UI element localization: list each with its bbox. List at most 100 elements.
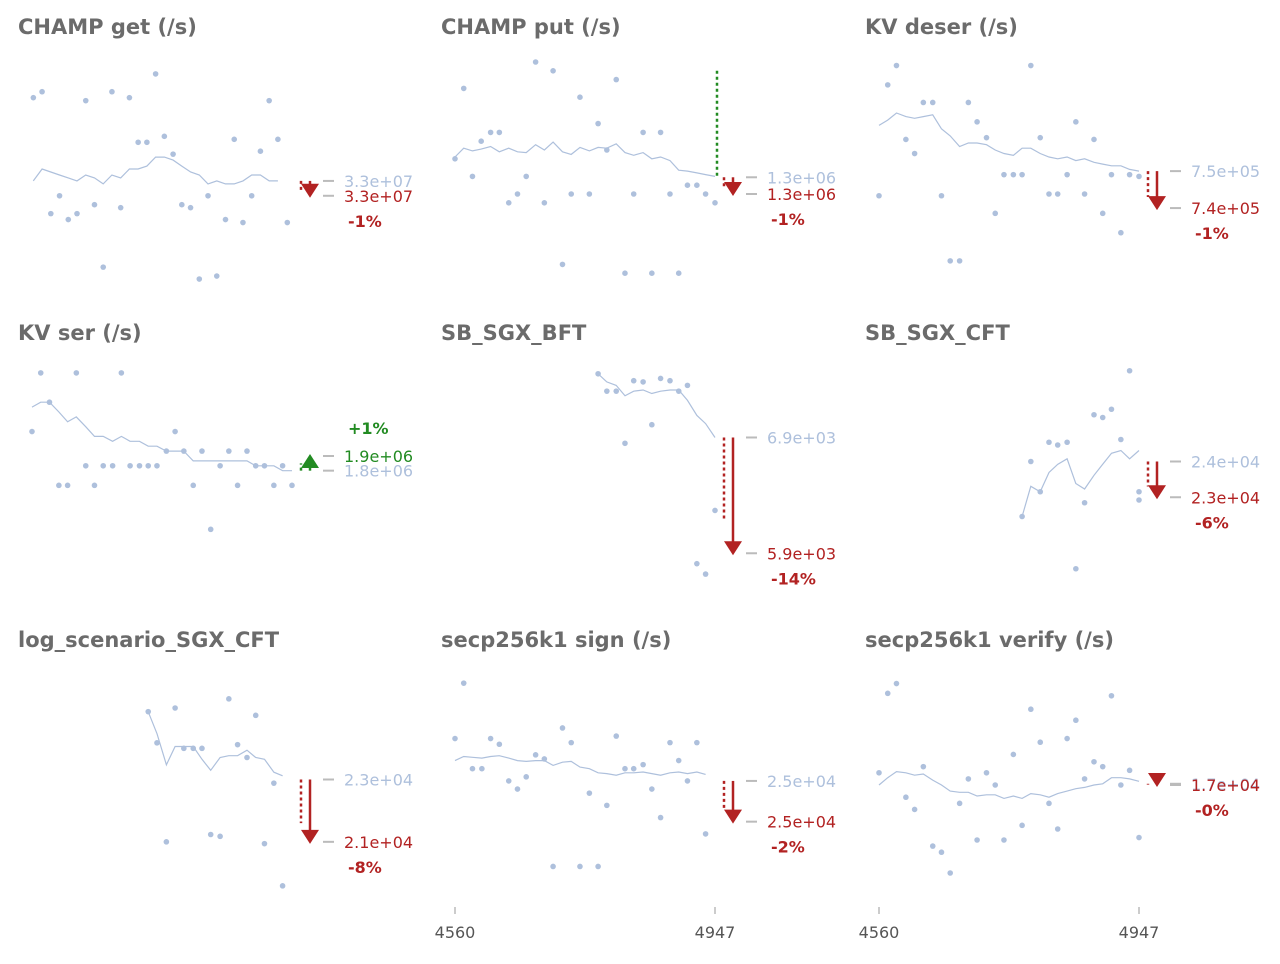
baseline-value-label: 3.3e+07 (344, 172, 413, 191)
data-point (190, 482, 197, 489)
data-point (613, 76, 620, 83)
data-point (1028, 458, 1034, 465)
data-point (657, 814, 664, 821)
data-point (252, 712, 259, 719)
data-point (667, 191, 673, 197)
data-point (161, 133, 168, 140)
data-point (965, 99, 972, 106)
data-point (568, 191, 575, 197)
percent-change-label: -1% (348, 212, 382, 231)
data-point (261, 840, 268, 847)
data-point (876, 769, 882, 776)
data-point (487, 129, 494, 136)
data-point (469, 765, 476, 772)
data-point (1108, 692, 1115, 699)
data-point (1054, 826, 1061, 832)
panel-6: SB_SGX_CFT 2.4e+04 2.3e+04 -6% (865, 321, 1260, 572)
change-arrow-head (724, 541, 742, 556)
data-point (532, 59, 539, 65)
data-point (226, 696, 232, 702)
data-point (226, 448, 232, 454)
data-point (983, 134, 990, 141)
data-point (205, 192, 211, 199)
data-point (920, 763, 927, 770)
data-point (460, 680, 467, 686)
change-arrow-head (1148, 485, 1166, 500)
data-point (187, 204, 194, 211)
data-point (244, 448, 250, 454)
data-point (1001, 171, 1007, 178)
latest-value-label: 1.7e+04 (1191, 776, 1260, 795)
data-point (91, 482, 98, 489)
data-point (29, 428, 35, 435)
data-point (595, 120, 601, 127)
data-point (1028, 62, 1034, 69)
data-point (460, 85, 467, 92)
data-point (1136, 497, 1142, 503)
data-point (992, 210, 999, 217)
data-point (64, 482, 71, 489)
data-point (213, 273, 220, 279)
data-point (622, 270, 628, 277)
data-point (145, 708, 152, 715)
data-point (1019, 171, 1025, 178)
data-point (469, 173, 476, 180)
data-point (911, 150, 918, 157)
data-point (452, 735, 458, 742)
data-point (712, 507, 718, 514)
percent-change-label: -2% (771, 838, 805, 857)
latest-value-label: 1.9e+06 (344, 447, 413, 466)
data-point (163, 839, 170, 845)
data-point (289, 482, 295, 489)
trend-line (454, 755, 706, 776)
data-point (929, 99, 936, 106)
panel-title: CHAMP get (/s) (18, 15, 197, 39)
data-point (48, 210, 54, 217)
data-point (1064, 439, 1070, 446)
x-tick-label: 4560 (859, 923, 900, 942)
data-point (172, 428, 178, 435)
data-point (1118, 229, 1124, 236)
change-arrow-head (1148, 773, 1166, 787)
baseline-value-label: 1.8e+06 (344, 462, 413, 481)
data-point (992, 782, 999, 788)
data-point (284, 219, 291, 226)
latest-value-label: 2.5e+04 (767, 813, 836, 832)
data-point (911, 806, 918, 813)
data-point (222, 216, 229, 223)
data-point (1108, 406, 1115, 413)
change-arrow-head (724, 809, 742, 824)
data-point (136, 462, 143, 469)
change-arrow-head (1148, 196, 1166, 211)
data-point (1126, 767, 1133, 774)
data-point (956, 258, 963, 264)
data-point (1136, 834, 1142, 841)
x-tick-label: 4947 (695, 923, 736, 942)
data-point (947, 870, 954, 876)
data-point (240, 219, 246, 226)
data-point (1099, 210, 1106, 217)
data-point (983, 769, 990, 776)
percent-change-label: -0% (1195, 801, 1229, 820)
trend-line (1021, 449, 1140, 517)
latest-value-label: 3.3e+07 (344, 187, 413, 206)
data-point (1118, 436, 1124, 443)
data-point (947, 258, 954, 264)
data-point (903, 136, 909, 143)
data-point (938, 192, 945, 199)
data-point (1099, 763, 1106, 770)
data-point (630, 765, 637, 772)
data-point (884, 82, 891, 88)
percent-change-label: -8% (348, 858, 382, 877)
panel-title: KV ser (/s) (18, 321, 142, 345)
data-point (604, 388, 610, 394)
change-arrow-head (301, 183, 319, 198)
data-point (505, 778, 512, 784)
baseline-value-label: 2.4e+04 (1191, 453, 1260, 472)
data-point (974, 119, 980, 125)
data-point (117, 204, 124, 211)
data-point (271, 780, 277, 786)
data-point (145, 462, 152, 469)
trend-line (878, 770, 1140, 800)
data-point (640, 129, 646, 136)
